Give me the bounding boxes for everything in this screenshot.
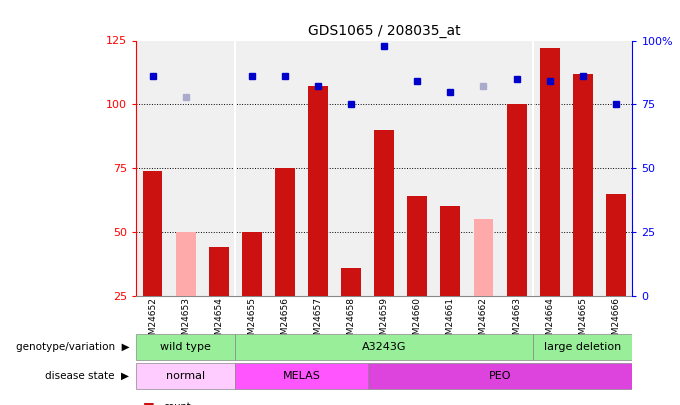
Bar (235, 334, 533, 360)
Bar (540, 48, 560, 296)
Text: MELAS: MELAS (282, 371, 320, 381)
Bar (235, 363, 368, 389)
Bar (573, 74, 593, 296)
Bar (308, 86, 328, 296)
Bar (275, 168, 295, 296)
Bar (242, 232, 262, 296)
Text: genotype/variation  ▶: genotype/variation ▶ (16, 342, 129, 352)
Bar (136, 363, 235, 389)
Text: disease state  ▶: disease state ▶ (45, 371, 129, 381)
Text: normal: normal (166, 371, 205, 381)
Bar (136, 334, 235, 360)
Bar (374, 130, 394, 296)
Text: count: count (163, 402, 191, 405)
Bar (341, 268, 361, 296)
Text: wild type: wild type (160, 342, 211, 352)
Bar (368, 363, 632, 389)
Text: PEO: PEO (489, 371, 511, 381)
Title: GDS1065 / 208035_at: GDS1065 / 208035_at (308, 24, 460, 38)
Text: ■: ■ (143, 400, 154, 405)
Bar (143, 171, 163, 296)
Bar (533, 334, 632, 360)
Text: A3243G: A3243G (362, 342, 407, 352)
Text: large deletion: large deletion (544, 342, 622, 352)
Bar (473, 219, 494, 296)
Bar (175, 232, 196, 296)
Bar (507, 104, 526, 296)
Bar (441, 207, 460, 296)
Bar (209, 247, 228, 296)
Bar (606, 194, 626, 296)
Bar (407, 196, 427, 296)
